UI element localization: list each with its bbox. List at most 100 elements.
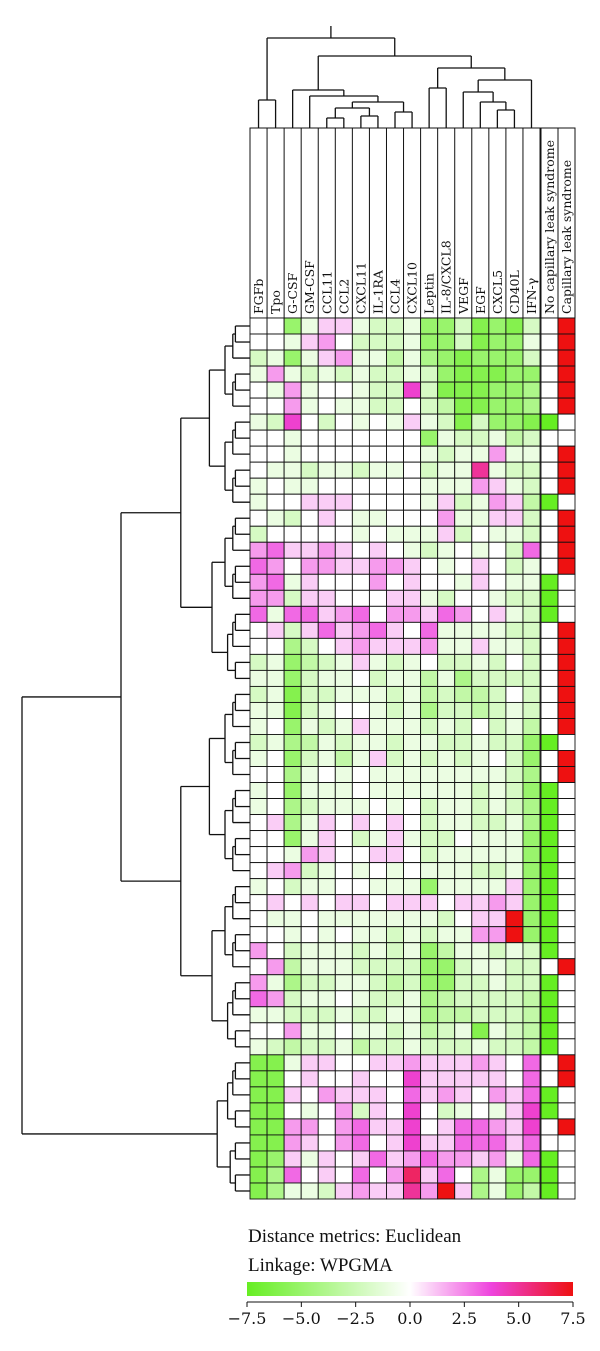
heatmap-cell (420, 573, 439, 591)
heatmap-cell (300, 557, 319, 575)
heatmap-cell (317, 589, 336, 607)
heatmap-cell (283, 1182, 302, 1200)
heatmap-cell (249, 589, 268, 607)
heatmap-cell (437, 445, 456, 463)
heatmap-cell (454, 990, 473, 1008)
heatmap-cell (386, 365, 404, 383)
heatmap-cell (454, 942, 473, 960)
heatmap-cell (266, 461, 285, 479)
heatmap-cell (437, 589, 456, 607)
heatmap-cell (437, 750, 456, 767)
annotation-cell-cls (557, 493, 576, 511)
heatmap-cell (420, 942, 439, 960)
heatmap-cell (266, 1038, 285, 1056)
heatmap-cell (249, 365, 268, 383)
heatmap-cell (403, 974, 422, 992)
heatmap-cell (488, 1182, 507, 1200)
heatmap-cell (437, 1054, 456, 1072)
heatmap-cell (403, 317, 422, 335)
annotation-cell-cls (557, 942, 576, 960)
heatmap-cell (437, 862, 456, 880)
heatmap-cell (334, 1102, 353, 1120)
heatmap-cell (403, 621, 422, 639)
heatmap-cell (488, 1102, 507, 1120)
heatmap-cell (437, 605, 456, 623)
heatmap-cell (505, 349, 524, 367)
heatmap-cell (249, 766, 268, 783)
heatmap-cell (522, 445, 541, 463)
heatmap-cell (266, 605, 285, 623)
heatmap-cell (386, 397, 404, 415)
heatmap-cell (437, 509, 456, 527)
heatmap-cell (386, 669, 404, 687)
heatmap-cell (300, 1134, 319, 1152)
heatmap-cell (283, 461, 302, 479)
color-scale-bar: −7.5 −5.0 −2.5 0.0 2.5 5.0 7.5 (228, 1282, 586, 1328)
heatmap-cell (454, 766, 473, 783)
heatmap-cell (249, 782, 268, 800)
heatmap-cell (454, 1070, 473, 1088)
annotation-cell-cls (557, 926, 576, 944)
heatmap-cell (488, 1038, 507, 1056)
annotation-cell-no-cls (540, 766, 559, 783)
heatmap-cell (317, 317, 336, 335)
heatmap-cell (471, 862, 490, 880)
heatmap-cell (454, 862, 473, 880)
heatmap-cell (403, 637, 422, 655)
heatmap-cell (249, 621, 268, 639)
heatmap-cell (266, 878, 285, 896)
heatmap-cell (386, 525, 404, 543)
heatmap-cell (266, 1006, 285, 1024)
heatmap-cell (368, 541, 387, 559)
heatmap-cell (471, 798, 490, 816)
heatmap-cell (403, 1150, 422, 1168)
heatmap-cell (386, 493, 404, 511)
heatmap-cell (522, 541, 541, 559)
heatmap-cell (368, 862, 387, 880)
heatmap-cell (522, 782, 541, 800)
heatmap-cell (403, 541, 422, 559)
annotation-cell-cls (557, 605, 576, 623)
heatmap-cell (454, 541, 473, 559)
heatmap-cell (317, 1070, 336, 1088)
annotation-cell-no-cls (540, 1182, 559, 1200)
heatmap-cell (505, 798, 524, 816)
heatmap-cell (454, 1150, 473, 1168)
heatmap-cell (437, 333, 456, 351)
heatmap-cell (437, 878, 456, 896)
heatmap-cell (266, 1134, 285, 1152)
heatmap-cell (300, 718, 319, 735)
annotation-cell-cls (557, 701, 576, 719)
heatmap-cell (386, 1102, 404, 1120)
heatmap-cell (266, 349, 285, 367)
annotation-cell-cls (557, 573, 576, 591)
heatmap-cell (300, 830, 319, 848)
heatmap-cell (351, 509, 370, 527)
heatmap-cell (522, 1086, 541, 1104)
heatmap-cell (522, 734, 541, 751)
annotation-cell-cls (557, 1022, 576, 1040)
annotation-cell-cls (557, 750, 576, 767)
heatmap-cell (522, 1102, 541, 1120)
heatmap-cell (522, 461, 541, 479)
heatmap-cell (351, 974, 370, 992)
heatmap-cell (454, 461, 473, 479)
heatmap-cell (505, 990, 524, 1008)
heatmap-cell (454, 734, 473, 751)
annotation-column-label: Capillary leak syndrome (559, 160, 574, 314)
heatmap-cell (283, 734, 302, 751)
heatmap-cell (488, 557, 507, 575)
heatmap-cell (471, 365, 490, 383)
color-scale-tick-label: 2.5 (452, 1309, 477, 1328)
heatmap-cell (505, 878, 524, 896)
heatmap-cell (300, 1086, 319, 1104)
heatmap-cell (283, 718, 302, 735)
heatmap-cell (334, 942, 353, 960)
heatmap-cell (505, 974, 524, 992)
heatmap-cell (351, 1118, 370, 1136)
heatmap-cell (454, 365, 473, 383)
heatmap-cell (249, 830, 268, 848)
heatmap-cell (420, 846, 439, 864)
annotation-cell-cls (557, 557, 576, 575)
heatmap-cell (334, 525, 353, 543)
